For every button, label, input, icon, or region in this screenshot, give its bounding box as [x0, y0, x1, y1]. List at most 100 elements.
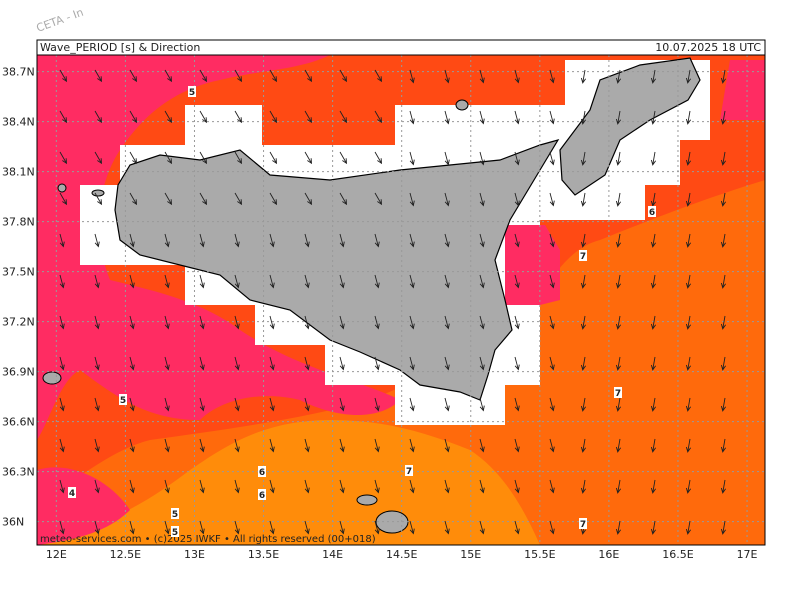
direction-arrow	[720, 274, 727, 289]
direction-arrow	[129, 397, 135, 412]
contour-label-bg	[579, 518, 587, 529]
direction-arrow	[339, 479, 345, 494]
direction-arrow	[549, 192, 555, 207]
direction-arrow	[94, 151, 103, 165]
direction-arrow	[94, 274, 100, 289]
direction-arrow	[129, 69, 138, 83]
island	[455, 99, 469, 111]
direction-arrow	[59, 233, 65, 248]
direction-arrow	[374, 479, 380, 494]
direction-arrow	[199, 110, 208, 124]
direction-arrow	[479, 151, 485, 166]
watermark: CETA - In	[35, 6, 86, 35]
direction-arrow	[685, 397, 692, 412]
direction-arrow	[444, 274, 450, 289]
direction-arrow	[650, 110, 657, 125]
direction-arrow	[94, 397, 100, 412]
direction-arrow	[549, 479, 555, 494]
direction-arrow	[234, 397, 240, 412]
direction-arrow	[94, 315, 100, 330]
calabria	[559, 57, 701, 196]
contour-label: 7	[580, 252, 586, 262]
direction-arrow	[580, 151, 587, 166]
lon-label: 12E	[46, 548, 67, 561]
direction-arrow	[720, 192, 727, 207]
direction-arrow	[409, 192, 415, 207]
direction-arrow	[59, 520, 65, 535]
lat-label: 37.8N	[2, 216, 35, 229]
lat-label: 36N	[2, 516, 24, 529]
direction-arrow	[685, 274, 692, 289]
direction-arrow	[685, 151, 692, 166]
direction-arrow	[685, 233, 692, 248]
contour-label-bg	[171, 508, 179, 519]
direction-arrow	[164, 438, 170, 453]
direction-arrow	[409, 479, 415, 494]
direction-arrow	[164, 69, 173, 83]
direction-arrow	[59, 438, 65, 453]
direction-arrow	[580, 397, 587, 412]
direction-arrow	[269, 110, 278, 124]
direction-arrow	[650, 356, 657, 371]
map-title: Wave_PERIOD [s] & Direction	[40, 41, 200, 54]
direction-arrow	[304, 151, 313, 165]
contour-label: 5	[172, 510, 178, 520]
direction-arrow	[304, 233, 310, 248]
direction-arrow	[269, 274, 275, 289]
direction-arrow	[685, 479, 692, 494]
direction-arrow	[650, 151, 657, 166]
direction-arrow	[444, 192, 450, 207]
lon-label: 16.5E	[662, 548, 693, 561]
direction-arrow	[615, 192, 622, 207]
direction-arrow	[514, 192, 520, 207]
direction-arrow	[514, 233, 520, 248]
direction-arrow	[234, 151, 243, 165]
direction-arrow	[479, 69, 485, 84]
direction-arrow	[514, 110, 520, 125]
direction-arrow	[479, 479, 485, 494]
direction-arrow	[374, 520, 380, 535]
direction-arrow	[580, 356, 587, 371]
direction-arrow	[514, 479, 520, 494]
direction-arrow	[479, 356, 485, 371]
direction-arrow	[199, 356, 205, 371]
direction-arrow	[514, 438, 520, 453]
direction-arrow	[199, 520, 205, 535]
direction-arrow	[720, 520, 727, 535]
direction-arrow	[444, 520, 450, 535]
direction-arrow	[199, 479, 205, 494]
direction-arrow	[409, 356, 415, 371]
direction-arrow	[685, 356, 692, 371]
contour-label-bg	[171, 526, 179, 537]
direction-arrow	[269, 192, 278, 206]
direction-arrow	[479, 520, 485, 535]
direction-arrow	[409, 315, 415, 330]
direction-arrow	[409, 151, 415, 166]
direction-arrow	[650, 274, 657, 289]
direction-arrow	[514, 356, 520, 371]
direction-arrow	[234, 438, 240, 453]
direction-arrow	[374, 110, 383, 124]
direction-arrow	[374, 192, 383, 206]
direction-arrow	[720, 110, 727, 125]
direction-arrow	[685, 192, 692, 207]
island	[91, 189, 105, 197]
direction-arrow	[164, 151, 173, 165]
direction-arrow	[479, 274, 485, 289]
direction-arrow	[580, 192, 587, 207]
lon-label: 15E	[460, 548, 481, 561]
direction-arrow	[94, 233, 100, 248]
direction-arrow	[59, 192, 68, 206]
lon-label: 17E	[737, 548, 758, 561]
island	[57, 183, 67, 193]
direction-arrow	[650, 192, 657, 207]
direction-arrow	[479, 397, 485, 412]
direction-arrow	[269, 397, 275, 412]
direction-arrow	[234, 520, 240, 535]
direction-arrow	[444, 233, 450, 248]
direction-arrow	[304, 69, 313, 83]
lon-label: 12.5E	[110, 548, 141, 561]
direction-arrow	[615, 438, 622, 453]
direction-arrow	[304, 315, 310, 330]
